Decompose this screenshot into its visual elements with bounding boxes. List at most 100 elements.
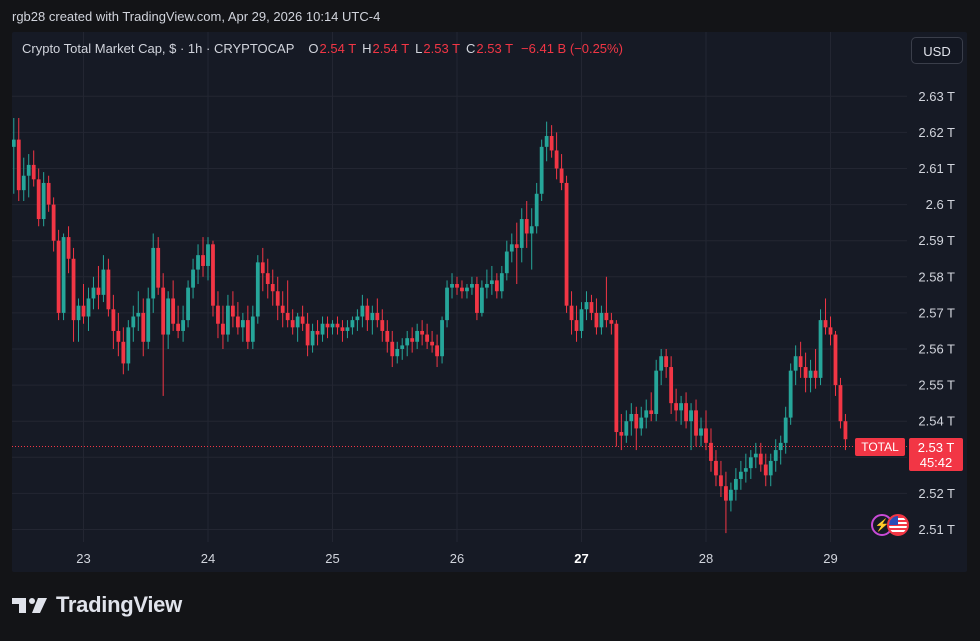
candle[interactable] bbox=[445, 280, 449, 328]
candle[interactable] bbox=[519, 208, 524, 263]
candle[interactable] bbox=[171, 280, 176, 331]
candle[interactable] bbox=[146, 287, 151, 349]
candle[interactable] bbox=[549, 125, 554, 158]
candle[interactable] bbox=[494, 273, 499, 299]
candle[interactable] bbox=[534, 182, 539, 234]
candle[interactable] bbox=[460, 280, 464, 299]
currency-button[interactable]: USD bbox=[911, 37, 963, 64]
candle[interactable] bbox=[245, 305, 250, 349]
candle[interactable] bbox=[684, 392, 688, 429]
candle[interactable] bbox=[390, 330, 395, 368]
candle[interactable] bbox=[504, 240, 509, 281]
candle[interactable] bbox=[798, 341, 803, 378]
candle[interactable] bbox=[425, 323, 430, 349]
candle[interactable] bbox=[96, 265, 101, 310]
candle[interactable] bbox=[624, 410, 629, 443]
candle[interactable] bbox=[659, 349, 664, 386]
candle[interactable] bbox=[240, 312, 245, 342]
candle[interactable] bbox=[201, 237, 205, 277]
candle[interactable] bbox=[131, 305, 136, 342]
candle[interactable] bbox=[544, 121, 549, 162]
candle[interactable] bbox=[455, 276, 459, 295]
candle[interactable] bbox=[788, 363, 793, 425]
candle[interactable] bbox=[699, 417, 703, 447]
candle[interactable] bbox=[16, 117, 21, 201]
candle[interactable] bbox=[56, 229, 61, 321]
candle[interactable] bbox=[584, 291, 589, 321]
candle[interactable] bbox=[275, 276, 280, 321]
candle[interactable] bbox=[559, 154, 564, 191]
candle[interactable] bbox=[141, 298, 146, 357]
candle[interactable] bbox=[206, 237, 210, 281]
candle[interactable] bbox=[415, 323, 420, 349]
candle[interactable] bbox=[743, 453, 748, 483]
candle[interactable] bbox=[733, 468, 738, 501]
candle[interactable] bbox=[21, 157, 26, 201]
candle[interactable] bbox=[828, 316, 833, 346]
candle[interactable] bbox=[758, 442, 763, 472]
candle[interactable] bbox=[12, 117, 16, 194]
candle[interactable] bbox=[26, 154, 31, 198]
candle[interactable] bbox=[91, 276, 96, 310]
candle[interactable] bbox=[594, 298, 599, 335]
candle[interactable] bbox=[186, 280, 190, 328]
candle[interactable] bbox=[31, 150, 36, 187]
candle[interactable] bbox=[714, 450, 718, 487]
candle[interactable] bbox=[694, 399, 698, 447]
candle[interactable] bbox=[226, 294, 230, 342]
candle[interactable] bbox=[405, 330, 410, 357]
candle[interactable] bbox=[320, 316, 325, 342]
candle[interactable] bbox=[574, 305, 579, 342]
candle[interactable] bbox=[773, 439, 778, 472]
candle[interactable] bbox=[86, 287, 91, 331]
candle[interactable] bbox=[768, 453, 773, 487]
candle[interactable] bbox=[719, 460, 723, 498]
candle[interactable] bbox=[669, 356, 674, 414]
candle[interactable] bbox=[489, 265, 494, 295]
candle[interactable] bbox=[619, 413, 624, 451]
candle[interactable] bbox=[579, 302, 584, 339]
candle[interactable] bbox=[151, 233, 156, 313]
candle[interactable] bbox=[529, 208, 534, 270]
candle[interactable] bbox=[420, 320, 425, 346]
candle[interactable] bbox=[350, 316, 355, 335]
candle[interactable] bbox=[818, 309, 823, 386]
candle[interactable] bbox=[803, 352, 808, 393]
candle[interactable] bbox=[345, 320, 350, 339]
candle[interactable] bbox=[679, 395, 683, 425]
candle[interactable] bbox=[176, 305, 181, 339]
candle[interactable] bbox=[475, 276, 479, 321]
candle[interactable] bbox=[833, 330, 838, 396]
candle[interactable] bbox=[729, 482, 733, 512]
candle[interactable] bbox=[823, 298, 828, 335]
candle[interactable] bbox=[639, 406, 644, 436]
candle[interactable] bbox=[290, 309, 295, 335]
candle[interactable] bbox=[116, 312, 121, 357]
candle[interactable] bbox=[400, 338, 405, 360]
candle[interactable] bbox=[285, 280, 290, 328]
symbol-description[interactable]: Crypto Total Market Cap, $ · 1h · CRYPTO… bbox=[22, 41, 295, 56]
candle[interactable] bbox=[126, 320, 131, 371]
candle[interactable] bbox=[231, 291, 235, 328]
candle[interactable] bbox=[315, 320, 320, 346]
us-flag-icon[interactable] bbox=[887, 514, 909, 536]
candle[interactable] bbox=[808, 359, 813, 393]
candle[interactable] bbox=[724, 471, 728, 534]
chart-panel[interactable]: 2.51 T 2.52 T 2.53 T 2.54 T 2.55 T 2.56 T 2.57… bbox=[12, 32, 967, 572]
candle[interactable] bbox=[36, 168, 41, 227]
candle[interactable] bbox=[634, 406, 639, 451]
candle[interactable] bbox=[235, 302, 240, 335]
candle[interactable] bbox=[480, 280, 484, 317]
candle[interactable] bbox=[674, 388, 679, 422]
candle[interactable] bbox=[305, 312, 310, 357]
candle[interactable] bbox=[81, 284, 86, 324]
candle[interactable] bbox=[564, 175, 569, 313]
candle[interactable] bbox=[106, 258, 111, 317]
candle[interactable] bbox=[484, 269, 489, 299]
candle[interactable] bbox=[76, 298, 81, 342]
candle[interactable] bbox=[599, 305, 604, 335]
candle[interactable] bbox=[440, 316, 444, 364]
candle[interactable] bbox=[375, 298, 380, 328]
candle[interactable] bbox=[704, 410, 708, 451]
candle[interactable] bbox=[265, 258, 270, 299]
